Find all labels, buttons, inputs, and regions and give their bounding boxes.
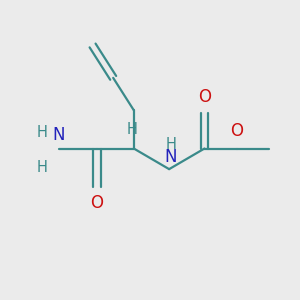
Text: H: H [165, 137, 176, 152]
Text: O: O [91, 194, 103, 212]
Text: O: O [230, 122, 243, 140]
Text: O: O [198, 88, 211, 106]
Text: N: N [52, 126, 65, 144]
Text: N: N [164, 148, 177, 166]
Text: H: H [37, 125, 48, 140]
Text: H: H [37, 160, 48, 175]
Text: H: H [127, 122, 138, 137]
